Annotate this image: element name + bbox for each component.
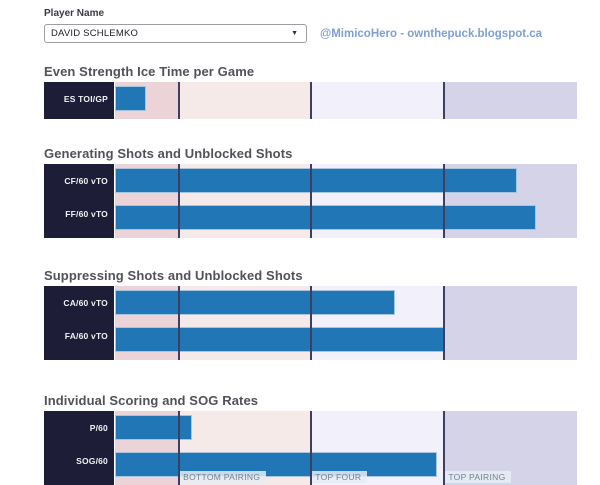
bar-rows xyxy=(115,290,577,360)
metric-label-column: CF/60 vTO FF/60 vTO xyxy=(44,164,114,238)
bar-rows xyxy=(115,168,577,238)
threshold-divider xyxy=(310,82,312,119)
zone-top-pairing xyxy=(443,286,577,360)
bar-p-60 xyxy=(115,415,193,440)
threshold-divider xyxy=(178,164,181,238)
chart-block: CF/60 vTO FF/60 vTO xyxy=(44,164,577,238)
chart-block: P/60 SOG/60 BOTTOM PAIRING TOP FO xyxy=(44,411,577,485)
metric-label-column: CA/60 vTO FA/60 vTO xyxy=(44,286,114,360)
metric-label-cell: FA/60 vTO xyxy=(44,319,114,352)
player-select[interactable]: DAVID SCHLEMKO ▼ xyxy=(44,24,307,43)
zone-label-top-pairing: TOP PAIRING xyxy=(445,471,512,483)
chart-individual-scoring: Individual Scoring and SOG Rates P/60 SO… xyxy=(44,393,577,485)
metric-label-cell: ES TOI/GP xyxy=(44,82,114,115)
chart-title: Even Strength Ice Time per Game xyxy=(44,64,255,79)
metric-label: FF/60 vTO xyxy=(65,208,108,219)
bar-row xyxy=(115,86,577,119)
metric-label: FA/60 vTO xyxy=(64,330,108,341)
chart-block: CA/60 vTO FA/60 vTO xyxy=(44,286,577,360)
metric-label: CA/60 vTO xyxy=(63,297,108,308)
plot-area xyxy=(115,286,577,360)
zone-top-four xyxy=(310,82,443,119)
metric-label: SOG/60 xyxy=(76,455,108,466)
metric-label: P/60 xyxy=(89,422,108,433)
chart-title: Suppressing Shots and Unblocked Shots xyxy=(44,268,303,283)
plot-area xyxy=(115,164,577,238)
chart-block: ES TOI/GP xyxy=(44,82,577,119)
bar-sog-60 xyxy=(115,452,437,477)
chevron-down-icon: ▼ xyxy=(291,30,298,37)
zone-top-pairing xyxy=(443,82,577,119)
metric-label: CF/60 vTO xyxy=(64,175,108,186)
metric-label-cell: SOG/60 xyxy=(44,444,114,477)
zone-label-top-four: TOP FOUR xyxy=(312,471,368,483)
threshold-divider xyxy=(178,286,181,360)
metric-label-cell: CA/60 vTO xyxy=(44,286,114,319)
threshold-divider xyxy=(443,411,446,485)
metric-label-cell: CF/60 vTO xyxy=(44,164,114,197)
chart-shot-generation: Generating Shots and Unblocked Shots CF/… xyxy=(44,146,577,238)
threshold-divider xyxy=(443,286,446,360)
threshold-divider xyxy=(178,411,181,485)
metric-label-cell: P/60 xyxy=(44,411,114,444)
threshold-divider xyxy=(178,82,181,119)
threshold-divider xyxy=(310,411,312,485)
threshold-divider xyxy=(443,82,446,119)
bar-row xyxy=(115,415,577,448)
credit-link[interactable]: @MimicoHero - ownthepuck.blogspot.ca xyxy=(320,27,543,40)
chart-title: Generating Shots and Unblocked Shots xyxy=(44,146,293,161)
chart-es-toi: Even Strength Ice Time per Game ES TOI/G… xyxy=(44,64,577,119)
metric-label-column: ES TOI/GP xyxy=(44,82,114,119)
player-name-label: Player Name xyxy=(44,8,105,19)
bar-row xyxy=(115,290,577,323)
bar-row xyxy=(115,205,577,238)
bar-ff-60 xyxy=(115,205,536,230)
plot-area: BOTTOM PAIRING TOP FOUR TOP PAIRING xyxy=(115,411,577,485)
bar-fa-60 xyxy=(115,327,444,352)
header-row: DAVID SCHLEMKO ▼ @MimicoHero - ownthepuc… xyxy=(44,24,577,43)
plot-area xyxy=(115,82,577,119)
bar-row xyxy=(115,452,577,485)
threshold-divider xyxy=(310,164,312,238)
bar-row xyxy=(115,168,577,201)
metric-label-column: P/60 SOG/60 xyxy=(44,411,114,485)
bar-rows xyxy=(115,86,577,119)
zone-bottom-pairing xyxy=(178,82,310,119)
metric-label-cell: FF/60 vTO xyxy=(44,197,114,230)
bar-ca-60 xyxy=(115,290,395,315)
chart-shot-suppression: Suppressing Shots and Unblocked Shots CA… xyxy=(44,268,577,360)
threshold-divider xyxy=(443,164,446,238)
threshold-divider xyxy=(310,286,312,360)
bar-es-toi-gp xyxy=(115,86,146,111)
bar-row xyxy=(115,327,577,360)
bar-cf-60 xyxy=(115,168,517,193)
zone-background xyxy=(115,82,577,119)
zone-label-bottom-pairing: BOTTOM PAIRING xyxy=(180,471,267,483)
player-select-value: DAVID SCHLEMKO xyxy=(51,28,139,39)
chart-title: Individual Scoring and SOG Rates xyxy=(44,393,259,408)
metric-label: ES TOI/GP xyxy=(63,93,108,104)
